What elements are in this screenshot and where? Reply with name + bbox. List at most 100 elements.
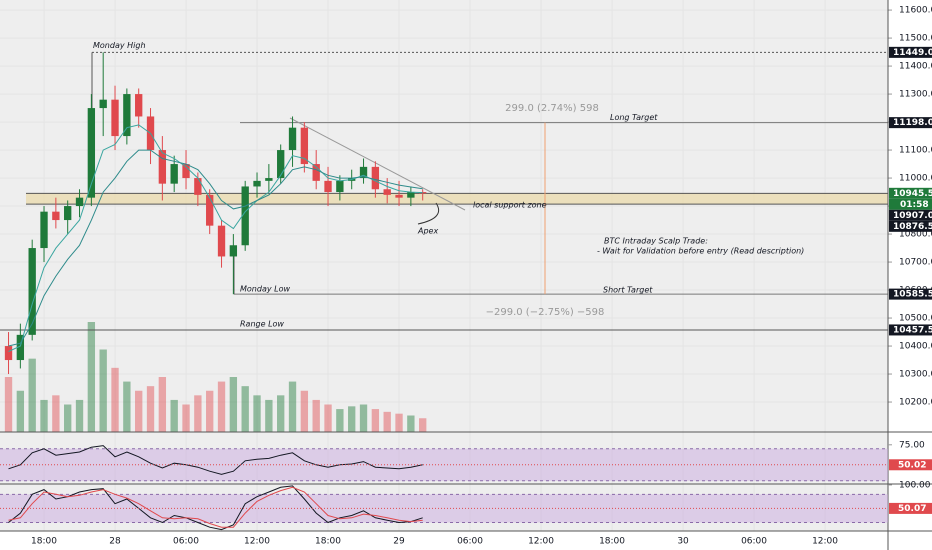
apex-arrow	[417, 202, 440, 225]
candle-body	[359, 166, 368, 179]
volume-bar	[135, 390, 143, 432]
y-tick-label: 11500.0	[899, 34, 932, 44]
annotation: Monday High	[93, 41, 146, 50]
x-tick-label: 06:00	[741, 537, 767, 547]
plot-background	[0, 0, 888, 531]
candle-body	[217, 225, 226, 257]
indicator-tag	[889, 502, 932, 514]
candle-body	[383, 189, 391, 195]
candle-body	[123, 94, 131, 137]
annotation: Range Low	[240, 319, 284, 328]
annotation: BTC Intraday Scalp Trade:	[604, 237, 708, 246]
candle-body	[312, 164, 320, 181]
y-tick-label: 10800.0	[899, 230, 932, 240]
price-tag	[889, 187, 932, 199]
candle-body	[206, 194, 214, 226]
y-tick-label: 75.00	[899, 440, 925, 450]
support-zone	[26, 193, 888, 205]
volume-bar	[75, 399, 84, 432]
candle-body	[194, 178, 202, 195]
y-tick-label: 11100.0	[899, 146, 932, 156]
price-axis	[888, 0, 932, 550]
candle-body	[40, 211, 48, 249]
y-tick-label: 100.00	[899, 480, 931, 490]
x-tick-label: 18:00	[599, 537, 625, 547]
y-tick-label: 11400.0	[899, 62, 932, 72]
volume-bar	[40, 399, 48, 432]
volume-bar	[336, 409, 344, 432]
volume-bar	[241, 386, 249, 432]
volume-bar	[395, 413, 403, 432]
volume-bar	[16, 390, 25, 432]
volume-bar	[383, 411, 391, 432]
volume-bar	[371, 409, 380, 432]
x-tick-label: 18:00	[31, 537, 57, 547]
candle-body	[52, 211, 60, 221]
candle-body	[182, 164, 190, 179]
candle-body	[16, 334, 25, 361]
indicator-line	[8, 486, 423, 528]
annotation: local support zone	[473, 201, 547, 210]
annotation: 299.0 (2.74%) 598	[505, 103, 599, 114]
price-tag	[889, 324, 932, 336]
price-tag-label: 10907.0	[893, 211, 932, 221]
volume-bar	[64, 404, 72, 432]
x-tick-label: 29	[393, 537, 405, 547]
volume-bar	[359, 404, 368, 432]
trend-line	[289, 117, 466, 211]
candle-body	[135, 94, 143, 117]
candle-body	[419, 192, 427, 194]
price-tag-label: 11449.0	[893, 48, 932, 58]
volume-bar	[419, 418, 427, 432]
indicator-line	[8, 445, 423, 475]
volume-bar	[123, 381, 131, 432]
candle-body	[99, 99, 107, 109]
price-tag-label: 10876.5	[893, 222, 932, 232]
candle-body	[170, 164, 178, 184]
annotation: Apex	[417, 227, 438, 236]
y-tick-label: 10200.0	[899, 398, 932, 408]
volume-bar	[348, 406, 356, 432]
volume-bar	[206, 390, 214, 432]
volume-bar	[312, 399, 320, 432]
x-tick-label: 12:00	[244, 537, 270, 547]
candle-body	[265, 178, 273, 181]
y-tick-label: 10700.0	[899, 258, 932, 268]
candle-body	[158, 150, 167, 184]
candle-body	[395, 194, 403, 198]
volume-bar	[217, 381, 226, 432]
volume-bar	[28, 358, 36, 432]
volume-bar	[253, 395, 261, 432]
x-tick-label: 30	[677, 537, 689, 547]
volume-bar	[182, 404, 190, 432]
price-tag	[889, 209, 932, 221]
annotation: Short Target	[603, 286, 653, 295]
y-tick-label: 11600.0	[899, 6, 932, 16]
price-tag	[889, 46, 932, 58]
annotation: Monday Low	[240, 285, 290, 294]
price-tag	[889, 117, 932, 129]
volume-bar	[229, 377, 238, 432]
price-tag-label: 10945.5	[893, 189, 932, 199]
candle-body	[407, 192, 415, 198]
y-tick-label: 10400.0	[899, 342, 932, 352]
candle-body	[241, 186, 249, 246]
volume-bar	[87, 322, 96, 432]
y-tick-label: 10300.0	[899, 370, 932, 380]
volume-bar	[99, 349, 107, 432]
candle-body	[324, 180, 332, 193]
x-tick-label: 06:00	[457, 537, 483, 547]
volume-bar	[194, 395, 202, 432]
moving-average	[8, 149, 423, 347]
x-tick-label: 28	[109, 537, 121, 547]
candle-body	[277, 150, 285, 179]
x-tick-label: 18:00	[315, 537, 341, 547]
x-tick-label: 12:00	[528, 537, 554, 547]
volume-bar	[288, 381, 297, 432]
annotation: −299.0 (−2.75%) −598	[486, 307, 605, 318]
price-tag	[889, 220, 932, 232]
volume-bar	[52, 395, 60, 432]
volume-bar	[407, 415, 415, 432]
